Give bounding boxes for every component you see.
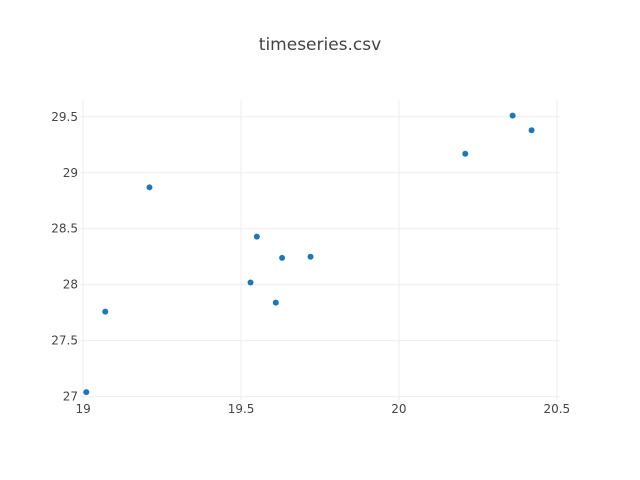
chart-title: timeseries.csv	[259, 35, 381, 55]
tick-labels: 19 19.5 20 20.5 27 27.5 28 28.5 29 29.5	[51, 110, 570, 416]
x-tick-label: 19	[76, 402, 91, 416]
y-tick-label: 29.5	[51, 110, 78, 124]
data-point[interactable]	[462, 150, 469, 157]
data-point[interactable]	[509, 112, 516, 119]
grid-lines	[80, 100, 560, 400]
data-point[interactable]	[146, 184, 153, 191]
x-tick-label: 20.5	[543, 402, 570, 416]
y-tick-label: 28	[63, 278, 78, 292]
y-tick-label: 27.5	[51, 334, 78, 348]
data-point[interactable]	[102, 308, 109, 315]
data-point[interactable]	[253, 233, 260, 240]
data-point[interactable]	[528, 127, 535, 134]
data-point[interactable]	[279, 254, 286, 261]
data-point[interactable]	[247, 279, 254, 286]
data-point[interactable]	[272, 299, 279, 306]
x-tick-label: 20	[391, 402, 406, 416]
y-tick-label: 28.5	[51, 222, 78, 236]
y-tick-label: 27	[63, 390, 78, 404]
y-tick-label: 29	[63, 166, 78, 180]
x-tick-label: 19.5	[228, 402, 255, 416]
data-point[interactable]	[307, 253, 314, 260]
data-points	[83, 112, 535, 396]
data-point[interactable]	[83, 389, 90, 396]
